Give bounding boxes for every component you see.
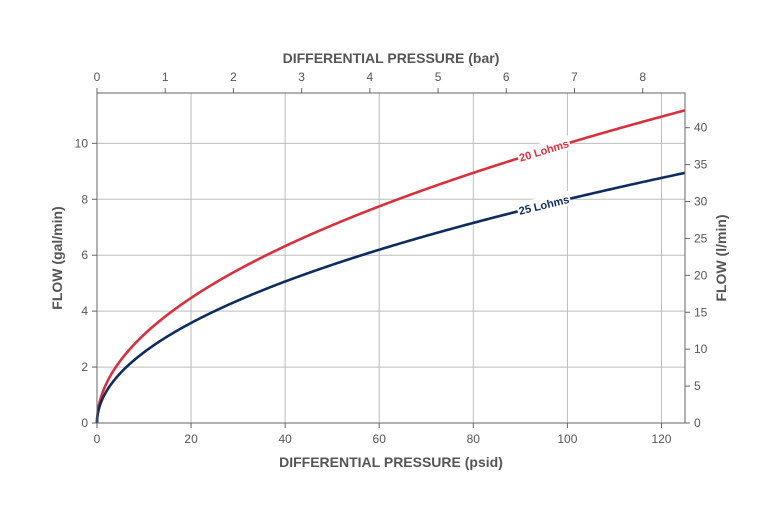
x2-tick-label: 8 (639, 70, 646, 84)
y2-tick-label: 0 (694, 416, 701, 430)
x2-tick-label: 7 (571, 70, 578, 84)
y2-ticks: 0 5 10 15 20 25 30 35 40 (685, 121, 708, 430)
x-tick-label: 60 (373, 432, 387, 446)
series-label-background (515, 134, 572, 165)
x2-tick-label: 2 (230, 70, 237, 84)
y-ticks: 0 2 4 6 8 10 (75, 136, 97, 430)
y2-tick-label: 5 (694, 379, 701, 393)
x-tick-label: 40 (278, 432, 292, 446)
y2-tick-label: 40 (694, 121, 708, 135)
x2-tick-label: 1 (162, 70, 169, 84)
x-tick-label: 20 (184, 432, 198, 446)
y2-tick-label: 35 (694, 158, 708, 172)
series-line (95, 109, 686, 424)
series-line (95, 171, 686, 424)
x-axis-title: DIFFERENTIAL PRESSURE (psid) (279, 454, 503, 470)
x-ticks: 0 20 40 60 80 100 120 (94, 423, 672, 446)
series-lines (95, 109, 686, 424)
y2-tick-label: 20 (694, 268, 708, 282)
plot-frame (96, 92, 686, 424)
series-labels: 20 Lohms 25 Lohms (515, 134, 572, 219)
x-tick-label: 0 (94, 432, 101, 446)
x2-tick-label: 3 (298, 70, 305, 84)
y-tick-label: 10 (75, 136, 89, 150)
y2-axis-title: FLOW (l/min) (713, 214, 729, 301)
y2-tick-label: 15 (694, 305, 708, 319)
x2-tick-label: 0 (94, 70, 101, 84)
x-tick-label: 80 (467, 432, 481, 446)
series-label-background (515, 190, 572, 219)
y-tick-label: 8 (81, 192, 88, 206)
x2-tick-label: 6 (503, 70, 510, 84)
series-label: 25 Lohms (515, 190, 572, 219)
y-tick-label: 4 (81, 304, 88, 318)
y2-tick-label: 30 (694, 195, 708, 209)
grid (97, 93, 685, 423)
x-tick-label: 100 (557, 432, 577, 446)
x2-ticks: 0 1 2 3 4 5 6 7 8 (94, 70, 646, 93)
y-tick-label: 6 (81, 248, 88, 262)
y-axis-title: FLOW (gal/min) (49, 206, 65, 309)
y-tick-label: 2 (81, 360, 88, 374)
y2-tick-label: 10 (694, 342, 708, 356)
x2-tick-label: 4 (367, 70, 374, 84)
y-tick-label: 0 (81, 416, 88, 430)
x2-axis-title: DIFFERENTIAL PRESSURE (bar) (283, 50, 500, 66)
y2-tick-label: 25 (694, 231, 708, 245)
series-label: 20 Lohms (515, 134, 572, 165)
x2-tick-label: 5 (435, 70, 442, 84)
x-tick-label: 120 (651, 432, 671, 446)
